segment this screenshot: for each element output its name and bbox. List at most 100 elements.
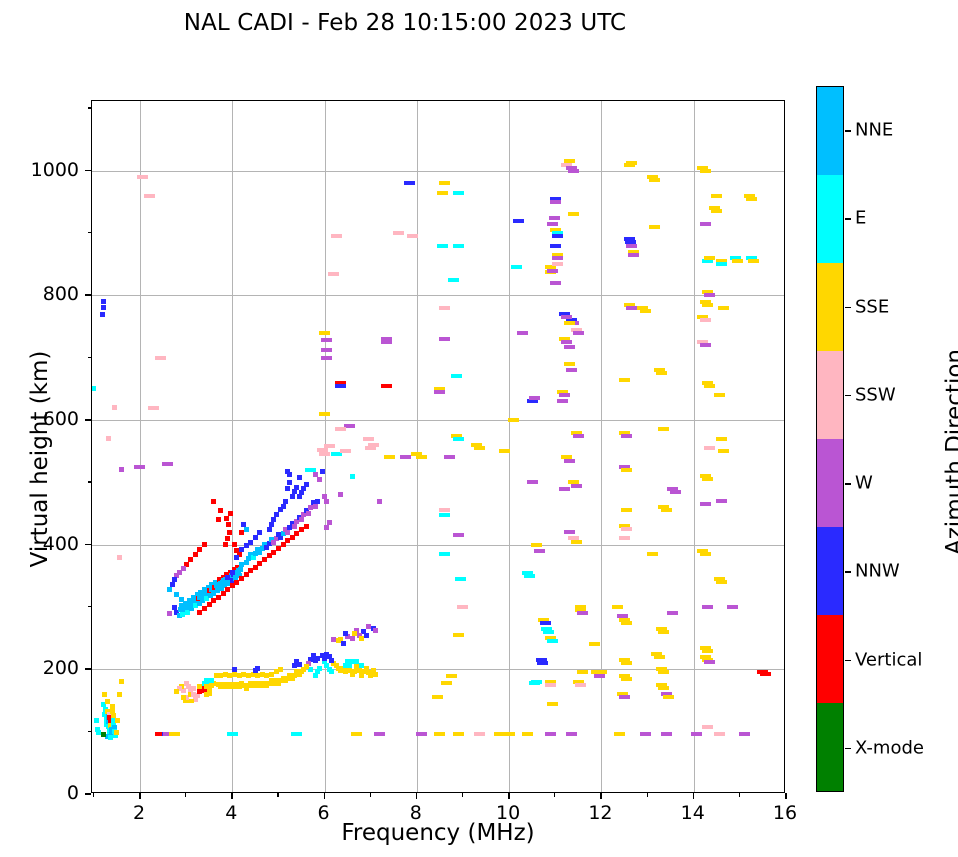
echo-mark — [176, 685, 182, 691]
echo-mark — [545, 636, 557, 641]
echo-mark — [667, 611, 679, 616]
echo-mark — [203, 595, 209, 601]
echo-mark — [292, 663, 298, 669]
echo-mark — [699, 343, 711, 348]
echo-mark — [345, 634, 351, 640]
echo-mark — [102, 711, 108, 717]
echo-mark — [702, 477, 714, 482]
echo-mark — [646, 552, 658, 557]
echo-mark — [361, 629, 367, 635]
echo-mark — [524, 573, 536, 578]
echo-mark — [330, 452, 342, 457]
echo-mark — [220, 574, 226, 580]
echo-mark — [110, 717, 116, 723]
echo-mark — [179, 603, 185, 609]
y-tick-label: 1000 — [30, 158, 79, 181]
echo-mark — [312, 503, 318, 509]
echo-mark — [729, 256, 741, 261]
colorbar-segment-nnw — [817, 527, 843, 615]
echo-mark — [561, 315, 573, 320]
echo-mark — [143, 193, 155, 198]
echo-mark — [294, 531, 300, 536]
echo-mark — [220, 590, 226, 596]
echo-mark — [115, 717, 121, 723]
echo-mark — [182, 600, 188, 606]
echo-mark — [119, 467, 125, 473]
echo-mark — [218, 673, 224, 679]
echo-mark — [319, 411, 331, 416]
echo-mark — [319, 330, 331, 335]
echo-mark — [234, 548, 240, 554]
echo-mark — [577, 611, 589, 616]
echo-mark — [618, 658, 630, 662]
echo-mark — [344, 424, 356, 429]
echo-mark — [294, 484, 300, 490]
echo-mark — [287, 479, 293, 485]
echo-mark — [612, 605, 624, 610]
echo-mark — [202, 605, 208, 611]
echo-mark — [552, 262, 564, 267]
echo-mark — [335, 638, 341, 644]
echo-mark — [715, 499, 727, 504]
echo-mark — [109, 730, 115, 736]
echo-mark — [206, 602, 212, 608]
colorbar-label-sse: SSE — [855, 296, 890, 318]
echo-mark — [345, 659, 351, 665]
echo-mark — [174, 609, 180, 615]
x-tick — [692, 793, 695, 799]
echo-mark — [704, 293, 716, 298]
echo-mark — [365, 446, 377, 451]
gridline-horizontal — [92, 295, 784, 297]
y-tick-label: 400 — [42, 532, 79, 555]
echo-mark — [179, 612, 185, 618]
echo-mark — [545, 682, 557, 687]
gridline-vertical — [232, 101, 234, 792]
echo-mark — [565, 732, 577, 737]
echo-mark — [225, 587, 231, 593]
echo-mark — [499, 449, 511, 454]
echo-mark — [92, 386, 97, 392]
echo-mark — [565, 368, 577, 373]
echo-mark — [289, 675, 295, 681]
echo-mark — [473, 446, 485, 451]
echo-mark — [101, 731, 107, 737]
echo-mark — [522, 570, 534, 575]
echo-mark — [549, 243, 561, 248]
echo-mark — [245, 673, 251, 679]
echo-mark — [278, 507, 284, 513]
echo-mark — [702, 724, 714, 729]
echo-mark — [315, 669, 321, 675]
echo-mark — [232, 671, 238, 677]
echo-mark — [184, 609, 190, 615]
echo-mark — [305, 511, 311, 517]
echo-mark — [252, 534, 258, 540]
echo-mark — [448, 277, 460, 282]
echo-mark — [215, 681, 221, 687]
echo-mark — [727, 605, 739, 610]
colorbar-segment-nne — [817, 87, 843, 175]
echo-mark — [225, 574, 231, 580]
echo-mark — [625, 243, 637, 248]
colorbar-tick — [845, 747, 851, 750]
echo-mark — [202, 587, 208, 593]
echo-mark — [547, 268, 559, 273]
echo-mark — [312, 472, 318, 478]
echo-mark — [452, 190, 464, 195]
echo-mark — [271, 517, 277, 523]
echo-mark — [655, 667, 667, 672]
echo-mark — [296, 671, 302, 677]
x-tick — [508, 793, 510, 799]
echo-mark — [255, 665, 261, 671]
echo-mark — [347, 668, 353, 674]
echo-mark — [234, 554, 240, 560]
echo-mark — [174, 592, 180, 598]
echo-mark — [648, 224, 660, 229]
x-tick-label: 4 — [225, 802, 238, 824]
echo-mark — [559, 486, 570, 491]
echo-mark — [690, 732, 702, 737]
echo-mark — [239, 529, 244, 535]
echo-mark — [563, 530, 575, 535]
gridline-vertical — [416, 101, 418, 792]
echo-mark — [589, 642, 600, 647]
